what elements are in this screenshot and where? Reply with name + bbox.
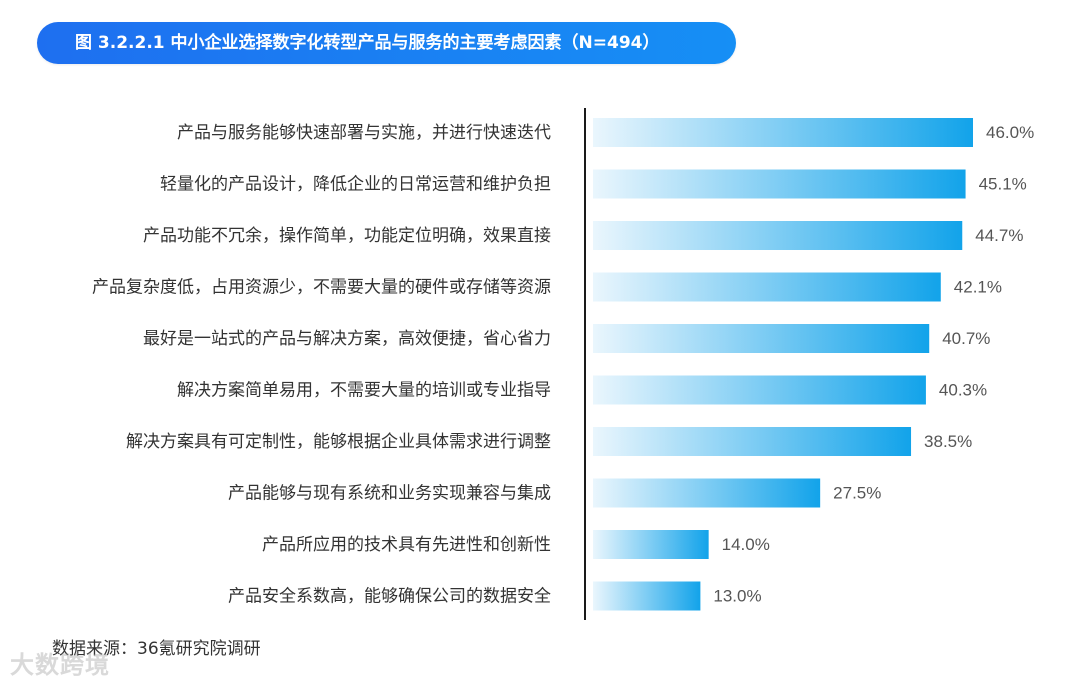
category-label: 产品安全系数高，能够确保公司的数据安全 [228, 587, 551, 607]
value-label: 42.1% [954, 278, 1002, 297]
bar [593, 169, 966, 199]
category-label: 产品与服务能够快速部署与实施，并进行快速迭代 [177, 123, 551, 143]
bar [593, 375, 926, 405]
category-label: 解决方案具有可定制性，能够根据企业具体需求进行调整 [126, 432, 551, 452]
bar [593, 581, 701, 611]
bar [593, 324, 930, 353]
chart-title-banner: 图 3.2.2.1 中小企业选择数字化转型产品与服务的主要考虑因素（N=494） [37, 22, 736, 64]
category-label: 产品复杂度低，占用资源少，不需要大量的硬件或存储等资源 [92, 278, 551, 298]
category-label: 产品能够与现有系统和业务实现兼容与集成 [228, 484, 551, 504]
value-label: 27.5% [833, 484, 881, 503]
bar [593, 272, 941, 302]
value-label: 40.7% [942, 329, 990, 348]
value-label: 44.7% [975, 226, 1023, 245]
chart-title: 图 3.2.2.1 中小企业选择数字化转型产品与服务的主要考虑因素（N=494） [75, 33, 660, 53]
value-label: 14.0% [722, 535, 770, 554]
value-label: 13.0% [713, 587, 761, 606]
category-label: 产品所应用的技术具有先进性和创新性 [262, 535, 551, 555]
bar [593, 221, 963, 250]
value-label: 45.1% [979, 175, 1027, 194]
bar [593, 427, 912, 456]
value-label: 38.5% [924, 432, 972, 451]
category-label: 解决方案简单易用，不需要大量的培训或专业指导 [177, 381, 551, 401]
category-label: 轻量化的产品设计，降低企业的日常运营和维护负担 [160, 175, 551, 195]
bar [593, 530, 709, 559]
category-label: 最好是一站式的产品与解决方案，高效便捷，省心省力 [143, 329, 551, 349]
bar [593, 478, 821, 508]
value-label: 46.0% [986, 123, 1034, 142]
bar [593, 118, 973, 147]
watermark-logo: 大数跨境 [10, 651, 110, 679]
category-label: 产品功能不冗余，操作简单，功能定位明确，效果直接 [143, 226, 551, 246]
data-source-note: 数据来源：36氪研究院调研 [52, 639, 261, 659]
value-label: 40.3% [939, 381, 987, 400]
